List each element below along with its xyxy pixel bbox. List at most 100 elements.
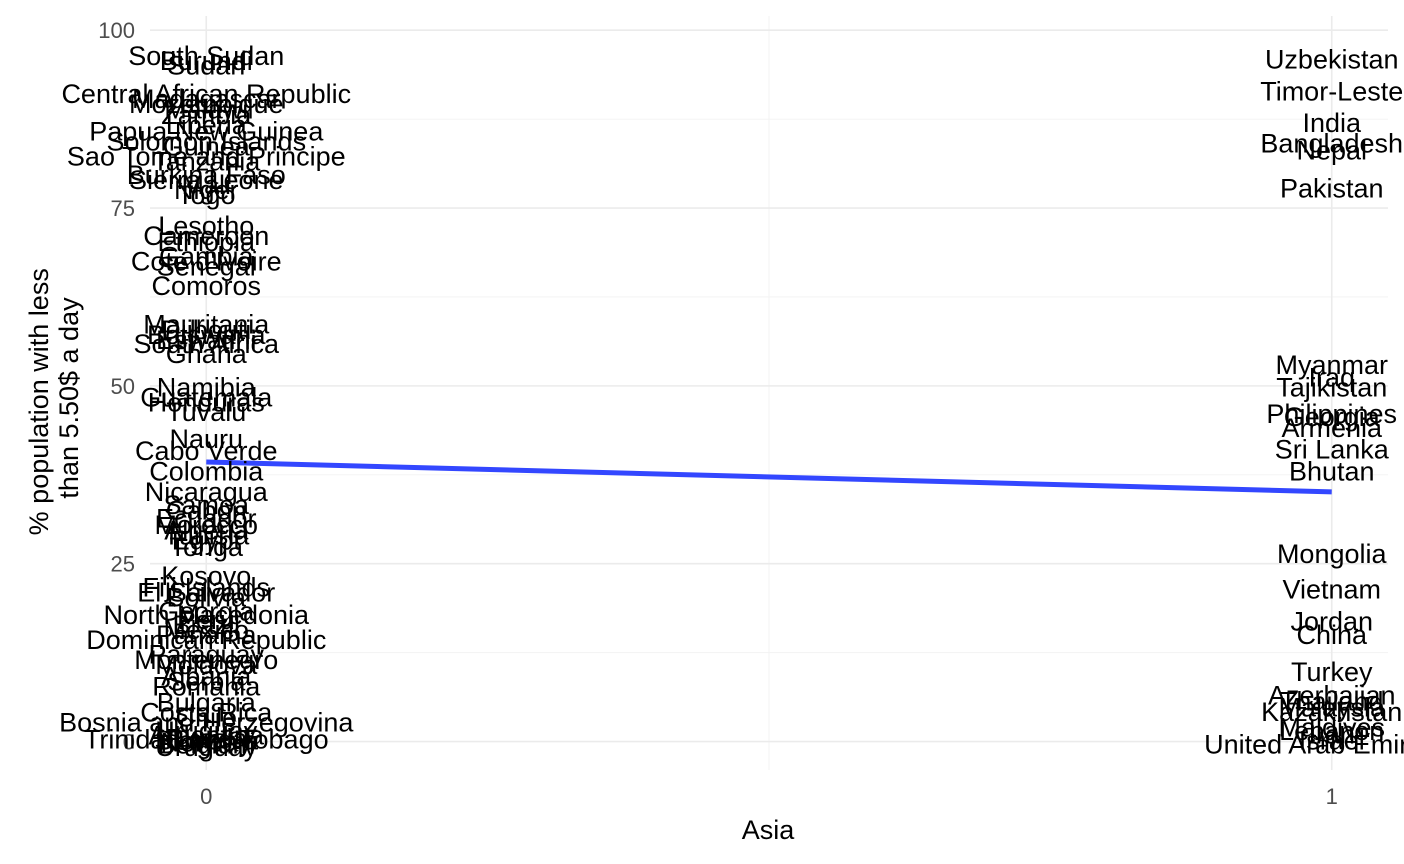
point-label: Namibia bbox=[157, 373, 257, 403]
point-label: Montenegro bbox=[134, 645, 278, 675]
point-label: Samoa bbox=[163, 490, 250, 520]
point-label: South Africa bbox=[133, 329, 280, 359]
point-label: Togo bbox=[177, 180, 236, 210]
point-label: Norway bbox=[161, 728, 253, 758]
point-label: Myanmar bbox=[1275, 350, 1388, 380]
y-tick-label: 50 bbox=[111, 374, 135, 399]
point-label: Moldova bbox=[155, 650, 258, 680]
y-tick-label: 25 bbox=[111, 552, 135, 577]
point-label: Mozambique bbox=[129, 89, 284, 119]
point-label: Georgia bbox=[1284, 402, 1381, 432]
point-label: United Arab Emirates bbox=[1204, 730, 1404, 760]
point-label: Botswana bbox=[147, 320, 267, 350]
point-label: Guinea bbox=[163, 131, 251, 161]
point-label: Burundi bbox=[160, 46, 253, 76]
y-tick-label: 75 bbox=[111, 196, 135, 221]
point-label: Uruguay bbox=[155, 732, 258, 762]
point-label: Nauru bbox=[169, 424, 243, 454]
point-label: China bbox=[1296, 620, 1368, 650]
trend-line bbox=[206, 459, 1332, 495]
point-label: Algeria bbox=[164, 516, 249, 546]
point-label: Costa Rica bbox=[140, 698, 273, 728]
point-label: Lesotho bbox=[158, 211, 254, 241]
point-label: Liberia bbox=[166, 110, 248, 140]
point-label: Fiji Islands bbox=[142, 572, 270, 602]
point-label: Cabo Verde bbox=[135, 436, 278, 466]
point-label: Bangladesh bbox=[1260, 129, 1403, 159]
point-label: Iraq bbox=[1308, 363, 1355, 393]
point-label: Uzbekistan bbox=[1265, 45, 1399, 75]
trend-line-group bbox=[206, 459, 1332, 495]
point-label: Pakistan bbox=[1280, 173, 1384, 203]
point-label: Belgium bbox=[157, 730, 255, 760]
point-label: Tonga bbox=[169, 532, 244, 562]
point-label: Solomon Islands bbox=[106, 126, 306, 156]
point-label: Mexico bbox=[164, 615, 250, 645]
y-tick-label: 0 bbox=[123, 730, 135, 755]
point-label: North Macedonia bbox=[103, 600, 310, 630]
point-label: Ecuador bbox=[156, 503, 257, 533]
y-axis-title-line-1: % population with less bbox=[24, 268, 54, 535]
point-label: Sierra Leone bbox=[129, 165, 284, 195]
point-label: Armenia bbox=[1281, 413, 1383, 443]
point-label: Kazakhstan bbox=[1261, 697, 1402, 727]
grid-lines bbox=[150, 16, 1388, 770]
point-label: Malawi bbox=[164, 94, 248, 124]
point-label: El Salvador bbox=[137, 577, 275, 607]
point-label: Serbia bbox=[167, 666, 246, 696]
point-label: Ethiopia bbox=[157, 227, 256, 257]
point-label: Philippines bbox=[1266, 399, 1397, 429]
point-label: Georgia bbox=[158, 597, 255, 627]
point-label: Mongolia bbox=[1277, 539, 1388, 569]
x-axis-title: Asia bbox=[742, 815, 796, 845]
point-label: Russia bbox=[165, 723, 249, 753]
point-label: Sri Lanka bbox=[1275, 434, 1390, 464]
point-label: Burkina Faso bbox=[127, 160, 286, 190]
y-tick-label: 100 bbox=[98, 18, 135, 43]
point-label: Azerbaijan bbox=[1268, 681, 1396, 711]
point-label: Sudan bbox=[167, 50, 245, 80]
x-tick-label: 1 bbox=[1326, 784, 1338, 809]
point-label: Niger bbox=[174, 175, 239, 205]
point-label: Papua New Guinea bbox=[89, 117, 324, 147]
point-label: Dominican Republic bbox=[86, 625, 326, 655]
point-label: Cameroon bbox=[143, 221, 269, 251]
point-label: Gambia bbox=[159, 242, 255, 272]
point-label: Israel bbox=[1299, 725, 1365, 755]
point-label: Paraguay bbox=[148, 639, 264, 669]
point-label: Madagascar bbox=[132, 84, 281, 114]
point-label: Zambia bbox=[161, 100, 252, 130]
point-label: Kosovo bbox=[161, 561, 251, 591]
point-label: Honduras bbox=[148, 388, 265, 418]
point-label: Uruguay bbox=[155, 716, 258, 746]
point-label: South Sudan bbox=[128, 41, 284, 71]
point-label: Bhutan bbox=[1289, 457, 1375, 487]
point-label: Senegal bbox=[157, 252, 256, 282]
point-label: Tunisia bbox=[163, 521, 250, 551]
point-label: Chile bbox=[176, 703, 238, 733]
point-label: Maldives bbox=[1278, 713, 1385, 743]
point-label: Bosnia and Herzegovina bbox=[59, 708, 354, 738]
point-label: Trinidad and Tobago bbox=[84, 725, 329, 755]
point-label: Lebanon bbox=[1279, 716, 1384, 746]
point-label: Comoros bbox=[152, 271, 262, 301]
point-label: Morocco bbox=[155, 510, 259, 540]
point-label: Slovenia bbox=[154, 725, 259, 755]
point-label: Argentina bbox=[148, 720, 265, 750]
point-label: Tajikistan bbox=[1276, 373, 1387, 403]
y-axis-title: % population with less than 5.50$ a day bbox=[24, 261, 84, 536]
point-label: Romania bbox=[152, 671, 261, 701]
point-label: Eswatini bbox=[156, 325, 257, 355]
point-label: Iran bbox=[1308, 720, 1355, 750]
point-label: Panama bbox=[156, 620, 258, 650]
point-label: Bulgaria bbox=[157, 688, 257, 718]
point-label: Colombia bbox=[149, 457, 264, 487]
point-label: Peru bbox=[178, 605, 235, 635]
point-label: Egypt bbox=[172, 526, 242, 556]
point-label: Albania bbox=[161, 661, 252, 691]
point-label: Thailand bbox=[1280, 686, 1384, 716]
point-label: India bbox=[1302, 108, 1362, 138]
point-label: Tuvalu bbox=[166, 397, 246, 427]
